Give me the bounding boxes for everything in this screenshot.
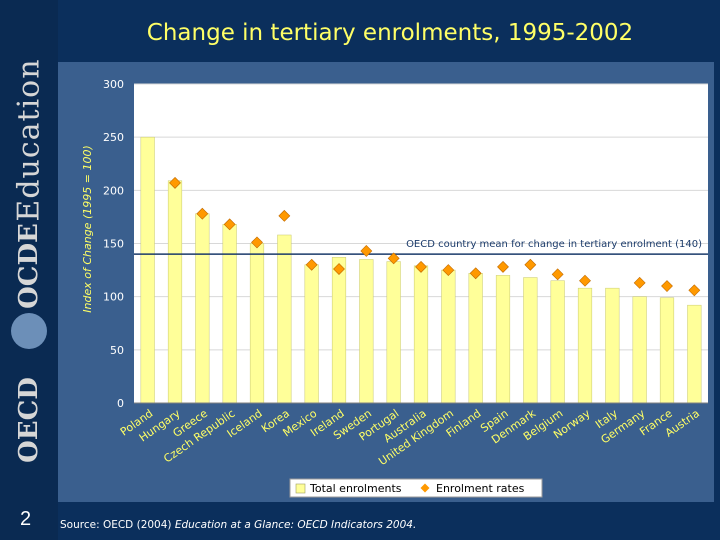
bar: [495, 275, 511, 404]
legend-label-rates: Enrolment rates: [436, 482, 525, 495]
bar: [632, 296, 647, 404]
rate-marker: [415, 260, 427, 273]
rate-marker: [661, 280, 673, 292]
bar: [468, 273, 483, 404]
bar: [386, 261, 401, 404]
rate-marker: [579, 274, 591, 287]
bar: [687, 304, 702, 404]
oecd-emblem-icon: [11, 313, 47, 349]
bar: [359, 259, 374, 404]
bar: [195, 213, 210, 404]
rate-marker: [497, 260, 509, 273]
source-prefix: Source: OECD (2004): [60, 519, 175, 531]
bar: [605, 287, 620, 404]
bar: [550, 280, 565, 404]
legend-box: [289, 478, 543, 498]
bar: [140, 136, 155, 404]
bar: [249, 243, 265, 404]
y-tick-label: 50: [110, 344, 124, 357]
bar: [222, 224, 237, 404]
y-tick-label: 200: [103, 184, 124, 197]
rate-marker: [633, 276, 646, 289]
source-note: Source: OECD (2004) Education at a Glanc…: [60, 519, 416, 531]
oecd-mean-label: OECD country mean for change in tertiary…: [406, 239, 702, 250]
source-title: Education at a Glance: OECD Indicators 2…: [174, 519, 417, 531]
rate-marker: [360, 245, 373, 257]
rate-marker: [469, 267, 482, 280]
rate-marker: [442, 264, 455, 277]
bar: [413, 265, 429, 404]
rate-marker: [305, 258, 318, 271]
rate-marker: [169, 176, 181, 189]
rate-marker: [278, 209, 291, 222]
rate-marker: [688, 284, 701, 297]
sidebar: Education OCDE OECD: [0, 0, 58, 540]
bar: [441, 269, 456, 404]
y-tick-label: 300: [103, 78, 124, 91]
y-axis-label: Index of Change (1995 = 100): [81, 145, 94, 312]
rate-marker: [524, 258, 537, 271]
rate-marker: [551, 268, 564, 281]
bar: [277, 234, 292, 404]
bar: [304, 264, 319, 404]
legend-marker-swatch: [420, 483, 430, 493]
y-tick-label: 100: [103, 291, 124, 304]
slide-number: 2: [20, 508, 32, 530]
bar: [523, 277, 538, 404]
y-tick-label: 150: [103, 238, 124, 251]
bar: [577, 287, 593, 404]
y-tick-label: 0: [117, 397, 124, 410]
rate-marker: [196, 207, 209, 220]
legend-label-total: Total enrolments: [309, 482, 402, 495]
slide-title: Change in tertiary enrolments, 1995-2002: [146, 20, 634, 46]
rate-marker: [251, 236, 263, 249]
rate-marker: [333, 263, 345, 275]
bar: [659, 297, 675, 404]
bar: [331, 257, 347, 404]
rate-marker: [387, 252, 400, 265]
rate-marker: [223, 218, 236, 231]
bar: [167, 180, 183, 404]
y-tick-label: 250: [103, 131, 124, 144]
legend-bar-swatch: [295, 483, 306, 494]
